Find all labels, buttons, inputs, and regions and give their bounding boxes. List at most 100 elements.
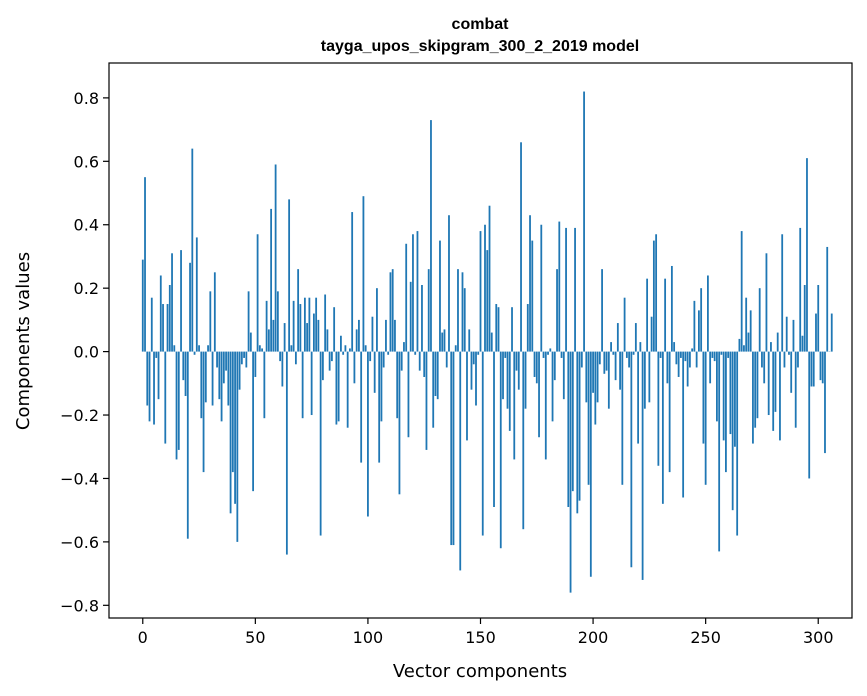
bar-203 bbox=[598, 351, 601, 365]
bar-192 bbox=[574, 227, 576, 352]
bar-51 bbox=[256, 234, 259, 352]
bar-43 bbox=[238, 351, 241, 390]
bar-298 bbox=[812, 351, 815, 387]
bar-266 bbox=[740, 231, 743, 352]
bar-254 bbox=[713, 351, 716, 362]
bar-60 bbox=[276, 291, 279, 352]
bar-182 bbox=[551, 351, 554, 422]
bar-155 bbox=[490, 332, 493, 352]
bar-168 bbox=[520, 142, 522, 352]
bar-120 bbox=[412, 234, 414, 352]
bar-61 bbox=[279, 351, 282, 362]
bar-28 bbox=[204, 351, 207, 403]
bar-163 bbox=[508, 351, 511, 431]
bar-89 bbox=[342, 351, 345, 355]
bar-125 bbox=[423, 351, 426, 377]
bar-29 bbox=[207, 345, 209, 352]
bar-248 bbox=[700, 288, 703, 352]
bar-184 bbox=[556, 269, 558, 352]
bar-46 bbox=[245, 351, 248, 368]
bar-232 bbox=[664, 278, 667, 352]
bar-279 bbox=[770, 342, 772, 352]
x-tick-label: 50 bbox=[245, 628, 265, 647]
bar-18 bbox=[182, 351, 185, 381]
bar-73 bbox=[306, 323, 309, 352]
bar-294 bbox=[803, 285, 806, 352]
bar-90 bbox=[344, 345, 347, 352]
bar-169 bbox=[522, 351, 525, 530]
bar-166 bbox=[515, 351, 518, 371]
bar-80 bbox=[321, 351, 324, 381]
bar-52 bbox=[258, 345, 261, 352]
bar-158 bbox=[497, 307, 500, 352]
y-tick-label: −0.6 bbox=[60, 533, 99, 552]
bar-199 bbox=[589, 351, 592, 577]
x-axis-label: Vector components bbox=[393, 661, 567, 682]
bar-87 bbox=[337, 351, 340, 422]
bar-302 bbox=[821, 351, 824, 384]
bar-26 bbox=[200, 351, 203, 419]
bar-38 bbox=[227, 351, 230, 406]
bar-137 bbox=[450, 351, 453, 546]
bar-17 bbox=[180, 250, 182, 352]
bar-278 bbox=[767, 351, 770, 416]
bar-292 bbox=[799, 227, 802, 352]
bar-190 bbox=[569, 351, 572, 593]
chart-title: combat bbox=[452, 16, 510, 33]
bar-75 bbox=[310, 351, 313, 416]
bar-71 bbox=[301, 351, 304, 419]
bar-42 bbox=[236, 351, 239, 542]
bar-265 bbox=[738, 338, 741, 352]
bar-262 bbox=[731, 351, 734, 511]
bar-296 bbox=[808, 351, 811, 479]
y-tick-label: −0.8 bbox=[60, 596, 99, 615]
bar-50 bbox=[254, 351, 257, 377]
bar-40 bbox=[231, 351, 234, 473]
bar-286 bbox=[785, 316, 788, 352]
bar-108 bbox=[385, 319, 387, 352]
bar-102 bbox=[371, 316, 374, 352]
bar-8 bbox=[159, 275, 162, 352]
y-tick-label: 0.2 bbox=[74, 279, 99, 298]
bar-67 bbox=[292, 300, 295, 352]
bar-196 bbox=[583, 91, 585, 352]
bar-257 bbox=[720, 351, 723, 355]
bar-243 bbox=[688, 351, 691, 368]
bar-217 bbox=[630, 351, 633, 568]
bar-272 bbox=[754, 351, 757, 428]
bar-256 bbox=[718, 351, 721, 552]
bar-209 bbox=[612, 351, 615, 355]
bar-134 bbox=[443, 329, 446, 352]
bar-74 bbox=[308, 297, 311, 352]
bar-115 bbox=[400, 351, 403, 371]
x-tick-label: 0 bbox=[138, 628, 148, 647]
bar-128 bbox=[430, 120, 432, 352]
bar-23 bbox=[193, 351, 196, 355]
bar-188 bbox=[565, 227, 567, 352]
bar-59 bbox=[274, 164, 277, 352]
bar-135 bbox=[445, 351, 448, 368]
bar-240 bbox=[682, 351, 685, 498]
bar-228 bbox=[655, 234, 658, 352]
bar-273 bbox=[756, 351, 759, 419]
bar-153 bbox=[486, 250, 489, 352]
bar-110 bbox=[389, 272, 392, 352]
bar-230 bbox=[659, 351, 662, 358]
bar-119 bbox=[409, 281, 412, 352]
bar-267 bbox=[743, 345, 745, 352]
bar-287 bbox=[788, 351, 790, 355]
bar-239 bbox=[679, 351, 682, 358]
x-axis-ticks: 0 50 100 150 200 250 300 bbox=[138, 618, 834, 647]
bar-44 bbox=[240, 351, 243, 365]
bar-271 bbox=[752, 351, 754, 444]
bar-109 bbox=[387, 351, 390, 355]
x-tick-label: 200 bbox=[578, 628, 609, 647]
bar-293 bbox=[801, 335, 804, 352]
bar-283 bbox=[779, 351, 781, 441]
bar-214 bbox=[623, 297, 626, 352]
bar-33 bbox=[216, 351, 218, 368]
bar-20 bbox=[186, 351, 189, 539]
bar-300 bbox=[817, 285, 820, 352]
bar-244 bbox=[691, 348, 694, 352]
bar-88 bbox=[340, 335, 342, 352]
